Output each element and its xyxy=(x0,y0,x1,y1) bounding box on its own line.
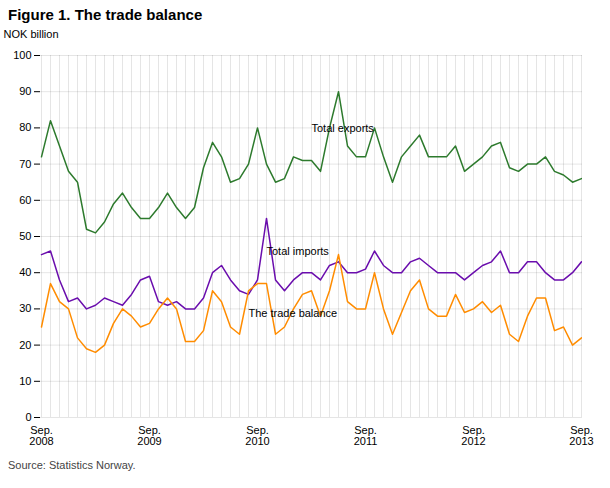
svg-text:The trade balance: The trade balance xyxy=(249,307,338,319)
svg-text:Sep.2010: Sep.2010 xyxy=(245,424,269,447)
svg-text:Sep.2008: Sep.2008 xyxy=(29,424,53,447)
svg-text:30: 30 xyxy=(19,302,31,314)
svg-text:Sep.2013: Sep.2013 xyxy=(569,424,593,447)
svg-text:90: 90 xyxy=(19,85,31,97)
svg-text:Sep.2009: Sep.2009 xyxy=(137,424,161,447)
svg-text:50: 50 xyxy=(19,230,31,242)
svg-text:Sep.2011: Sep.2011 xyxy=(354,424,378,447)
svg-text:NOK billion: NOK billion xyxy=(4,28,59,40)
svg-text:80: 80 xyxy=(19,121,31,133)
svg-text:60: 60 xyxy=(19,194,31,206)
svg-text:20: 20 xyxy=(19,339,31,351)
svg-text:40: 40 xyxy=(19,266,31,278)
svg-text:Sep.2012: Sep.2012 xyxy=(461,424,485,447)
svg-text:10: 10 xyxy=(19,375,31,387)
svg-text:70: 70 xyxy=(19,158,31,170)
svg-text:100: 100 xyxy=(13,49,31,61)
html-text:Source: Statistics Norway.: Source: Statistics Norway. xyxy=(8,459,136,471)
svg-text:Total exports: Total exports xyxy=(312,122,375,134)
svg-text:0: 0 xyxy=(25,411,31,423)
html-text:Figure 1. The trade balance: Figure 1. The trade balance xyxy=(8,6,203,23)
svg-text:Total imports: Total imports xyxy=(267,245,330,257)
